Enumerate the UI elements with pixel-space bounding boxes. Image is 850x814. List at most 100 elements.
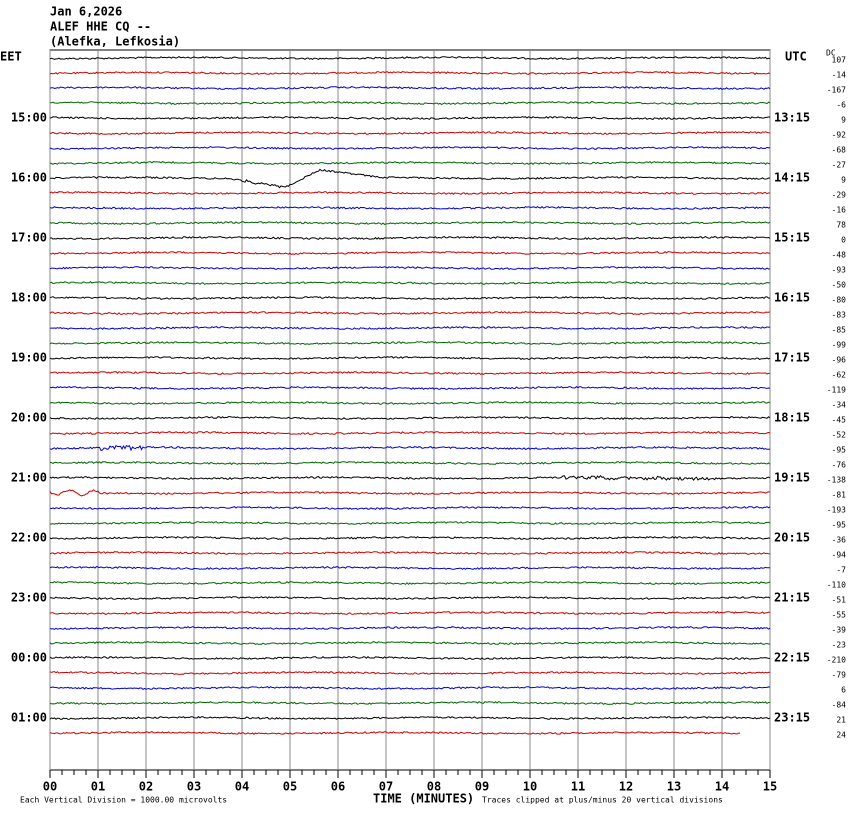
dc-offset: 21	[836, 716, 846, 725]
left-time-label: 18:00	[11, 291, 47, 305]
seismic-trace	[49, 536, 771, 541]
seismic-trace	[49, 131, 771, 135]
seismic-trace	[49, 86, 771, 90]
right-time-label: 16:15	[774, 291, 810, 305]
right-time-label: 20:15	[774, 531, 810, 545]
left-time-label: 00:00	[11, 651, 47, 665]
seismic-trace	[49, 489, 771, 497]
right-time-label: 14:15	[774, 171, 810, 185]
seismic-trace	[49, 671, 771, 675]
seismic-trace	[50, 686, 771, 691]
seismic-trace	[49, 715, 771, 720]
left-time-label: 22:00	[11, 531, 47, 545]
x-tick-label: 14	[715, 780, 729, 794]
dc-offset: 78	[836, 221, 846, 230]
left-time-label: 23:00	[11, 591, 47, 605]
seismic-trace	[49, 190, 771, 195]
x-tick-label: 05	[283, 780, 297, 794]
seismic-trace	[49, 700, 770, 706]
dc-offset: -29	[832, 191, 847, 200]
dc-offset: -138	[827, 476, 846, 485]
left-time-label: 17:00	[11, 231, 47, 245]
seismic-trace	[49, 281, 771, 285]
dc-offset: -7	[836, 566, 846, 575]
dc-offset: 24	[836, 731, 846, 740]
dc-offset: -23	[832, 641, 847, 650]
dc-offset: -93	[832, 266, 847, 275]
seismic-trace	[49, 266, 771, 271]
x-tick-label: 07	[379, 780, 393, 794]
seismic-trace	[50, 326, 771, 330]
dc-offset: -27	[832, 161, 847, 170]
dc-offset: 9	[841, 176, 846, 185]
dc-offset: -6	[836, 101, 846, 110]
seismic-trace	[49, 221, 771, 226]
header-station: ALEF HHE CQ --	[50, 20, 151, 34]
dc-offset: -16	[832, 206, 847, 215]
right-time-label: 13:15	[774, 111, 810, 125]
seismic-trace	[49, 640, 771, 645]
x-tick-label: 13	[667, 780, 681, 794]
seismic-trace	[49, 101, 771, 105]
scale-note: Each Vertical Division = 1000.00 microvo…	[20, 796, 227, 805]
dc-offset: -79	[832, 671, 847, 680]
seismic-trace	[49, 401, 771, 405]
x-tick-label: 08	[427, 780, 441, 794]
seismic-trace	[49, 474, 771, 481]
dc-offset: -55	[832, 611, 847, 620]
seismic-trace	[49, 168, 771, 189]
dc-offset: 9	[841, 116, 846, 125]
left-time-label: 20:00	[11, 411, 47, 425]
left-time-label: 16:00	[11, 171, 47, 185]
seismic-trace	[49, 356, 771, 361]
seismic-trace	[50, 521, 771, 525]
seismic-trace	[49, 385, 771, 390]
seismic-trace	[49, 505, 771, 511]
clip-note: Traces clipped at plus/minus 20 vertical…	[482, 796, 723, 805]
seismic-trace	[49, 415, 771, 421]
dc-offset: -76	[832, 461, 847, 470]
seismic-trace	[49, 596, 771, 601]
dc-offset: -96	[832, 356, 847, 365]
dc-offset: -81	[832, 491, 847, 500]
seismic-trace	[49, 550, 771, 555]
seismic-trace	[49, 160, 771, 165]
x-tick-label: 15	[763, 780, 777, 794]
seismic-trace	[49, 311, 771, 315]
dc-offset: -110	[827, 581, 846, 590]
seismic-trace	[49, 625, 771, 630]
left-time-label: EET	[0, 50, 22, 64]
left-time-label: 15:00	[11, 111, 47, 125]
left-time-label: 01:00	[11, 711, 47, 725]
dc-offset: -167	[827, 86, 846, 95]
dc-offset: -51	[832, 596, 847, 605]
header-location: (Alefka, Lefkosia)	[50, 35, 180, 49]
dc-offset: -48	[832, 251, 847, 260]
x-tick-label: 12	[619, 780, 633, 794]
seismic-trace	[49, 461, 771, 466]
dc-offset: 107	[832, 56, 847, 65]
x-tick-label: 02	[139, 780, 153, 794]
x-tick-label: 00	[43, 780, 57, 794]
dc-offset: -83	[832, 311, 847, 320]
x-tick-label: 03	[187, 780, 201, 794]
x-tick-label: 06	[331, 780, 345, 794]
right-time-label: 17:15	[774, 351, 810, 365]
right-time-label: 23:15	[774, 711, 810, 725]
x-tick-label: 11	[571, 780, 585, 794]
seismic-trace	[49, 580, 771, 585]
seismic-trace	[49, 731, 740, 735]
x-tick-label: 10	[523, 780, 537, 794]
x-tick-label: 04	[235, 780, 249, 794]
dc-offset: -34	[832, 401, 847, 410]
dc-offset: -119	[827, 386, 846, 395]
seismic-trace	[49, 236, 771, 241]
dc-offset: -84	[832, 701, 847, 710]
seismic-trace	[49, 205, 771, 210]
x-axis-title: TIME (MINUTES)	[373, 792, 474, 806]
x-tick-label: 09	[475, 780, 489, 794]
dc-offset: -99	[832, 341, 847, 350]
dc-offset: -50	[832, 281, 847, 290]
seismic-trace	[49, 70, 771, 75]
dc-offset: -45	[832, 416, 847, 425]
